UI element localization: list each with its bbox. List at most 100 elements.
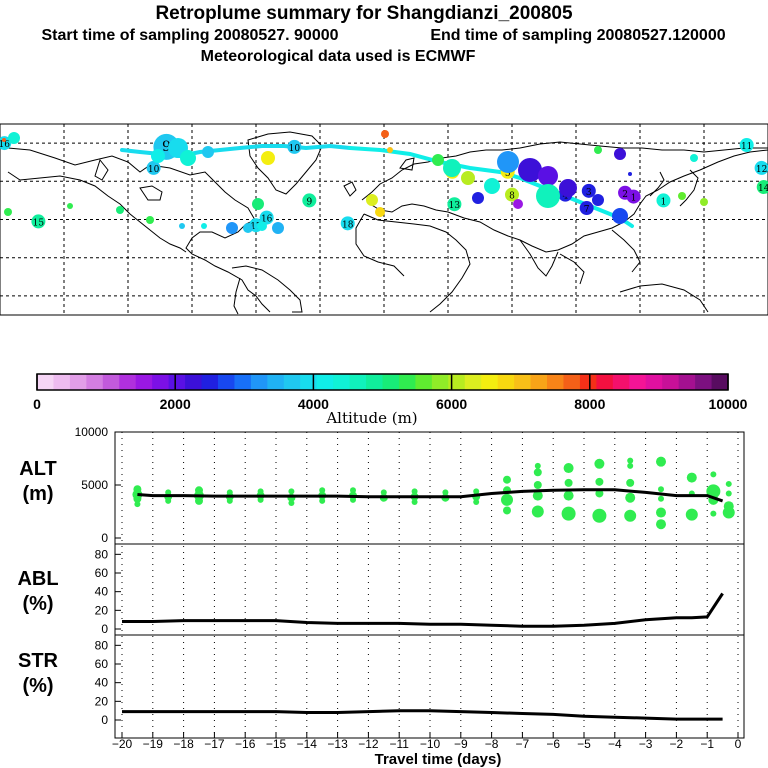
colorbar-swatch <box>168 374 186 390</box>
alt-point <box>625 492 636 503</box>
alt-point <box>534 462 541 469</box>
map-cluster-label: 10 <box>289 144 301 154</box>
map-cluster-label: 5 <box>505 169 511 179</box>
time-tick-label: −10 <box>420 737 441 751</box>
map-cluster-label: 2 <box>622 190 628 200</box>
alt-point <box>503 475 511 484</box>
time-tick-label: −13 <box>327 737 348 751</box>
map-cluster-label: 15 <box>33 218 45 228</box>
time-tick-label: −3 <box>639 737 653 751</box>
abl-ytick-label: 40 <box>95 585 109 599</box>
meteo-label: Meteorological data used is ECMWF <box>201 48 476 65</box>
map-panel: 112345678991010111213141516161718 <box>0 123 768 316</box>
alt-point <box>725 480 732 487</box>
alt-point <box>411 498 418 505</box>
map-cluster-label: 12 <box>756 165 767 175</box>
alt-point <box>594 458 605 469</box>
time-tick-label: −15 <box>266 737 287 751</box>
abl-ytick-label: 20 <box>95 603 109 617</box>
map-cluster-label: 9 <box>162 139 171 155</box>
colorbar-swatch <box>316 374 334 390</box>
alt-point <box>722 506 735 519</box>
alt-point <box>706 484 721 499</box>
abl-yticks: 80 60 40 20 0 <box>95 547 121 636</box>
colorbar-label: Altitude (m) <box>325 409 417 427</box>
alt-point <box>473 488 480 495</box>
time-tick-label: −20 <box>112 737 133 751</box>
time-tick-label: −5 <box>577 737 591 751</box>
colorbar-swatch <box>547 374 564 390</box>
colorbar-swatch <box>464 374 482 390</box>
map-cluster-marker <box>581 183 596 198</box>
map-cluster-marker <box>340 216 355 231</box>
map-cluster-label: 7 <box>584 205 590 215</box>
abl-label: ABL <box>17 568 58 590</box>
colorbar-swatch <box>596 374 614 390</box>
alt-point <box>319 487 326 494</box>
alt-point <box>627 462 634 469</box>
colorbar-swatch <box>366 374 383 390</box>
alt-point <box>411 488 418 495</box>
map-cluster-label: 3 <box>586 188 592 198</box>
colorbar-swatch <box>497 374 515 390</box>
alt-point <box>226 497 233 504</box>
alt-point <box>533 481 542 489</box>
alt-point <box>710 510 717 517</box>
alt-point <box>725 490 732 497</box>
colorbar-swatch <box>415 374 433 390</box>
alt-point <box>564 478 573 487</box>
alt-point <box>532 490 543 501</box>
colorbar-swatch <box>563 374 581 390</box>
time-tick-label: −2 <box>670 737 684 751</box>
str-ytick-label: 0 <box>101 713 108 727</box>
colorbar-swatch <box>678 374 696 390</box>
alt-point <box>592 508 607 523</box>
map-cluster-marker <box>31 214 46 229</box>
colorbar-swatch <box>579 374 597 390</box>
alt-point <box>595 489 604 498</box>
map-cluster-label: 8 <box>509 192 515 202</box>
colorbar-swatch <box>448 374 466 390</box>
str-unit-label: (%) <box>22 675 53 697</box>
map-cluster-marker <box>146 160 161 175</box>
colorbar-swatch <box>217 374 235 390</box>
alt-point <box>624 509 637 522</box>
colorbar-swatch <box>711 374 729 390</box>
str-label: STR <box>18 650 59 672</box>
alt-unit-label: (m) <box>22 483 53 505</box>
alt-point <box>165 497 172 504</box>
alt-point <box>656 456 666 467</box>
colorbar-swatch <box>514 374 532 390</box>
str-line <box>122 709 723 721</box>
map-cluster-marker <box>656 193 671 208</box>
time-panels: ALT (m) 10000 5000 0 ABL (%) 80 60 40 20 0 STR… <box>17 425 745 768</box>
time-tick-label: −7 <box>516 737 530 751</box>
time-xticks: −20 −19 −18 −17 −16 −15 −14 −13 −12 −11 −10 −9 −8 −7−… <box>112 732 742 751</box>
map-cluster-label: 16 <box>0 140 10 150</box>
alt-yticks: 10000 5000 0 <box>75 425 121 545</box>
time-tick-label: −18 <box>173 737 194 751</box>
colorbar-swatch <box>349 374 367 390</box>
time-tick-label: −12 <box>358 737 379 751</box>
map-cluster-label: 14 <box>758 184 768 194</box>
time-tick-label: −1 <box>700 737 714 751</box>
colorbar-swatch <box>234 374 252 390</box>
alt-point <box>350 496 356 503</box>
abl-line <box>122 592 724 628</box>
alt-point <box>686 472 697 483</box>
abl-unit-label: (%) <box>22 593 53 615</box>
alt-point <box>710 471 717 478</box>
colorbar-tick-label: 4000 <box>298 396 329 412</box>
alt-point <box>380 489 387 496</box>
alt-label: ALT <box>19 458 56 480</box>
colorbar-swatch <box>530 374 548 390</box>
vertical-gridlines <box>121 432 739 738</box>
colorbar-swatch <box>267 374 285 390</box>
str-ytick-label: 40 <box>95 676 109 690</box>
time-axis-label: Travel time (days) <box>375 751 502 768</box>
str-yticks: 80 60 40 20 0 <box>95 638 121 727</box>
alt-ytick-label: 10000 <box>75 425 109 439</box>
colorbar-swatch <box>69 374 87 390</box>
alt-ytick-label: 5000 <box>81 478 108 492</box>
alt-point <box>288 488 295 495</box>
